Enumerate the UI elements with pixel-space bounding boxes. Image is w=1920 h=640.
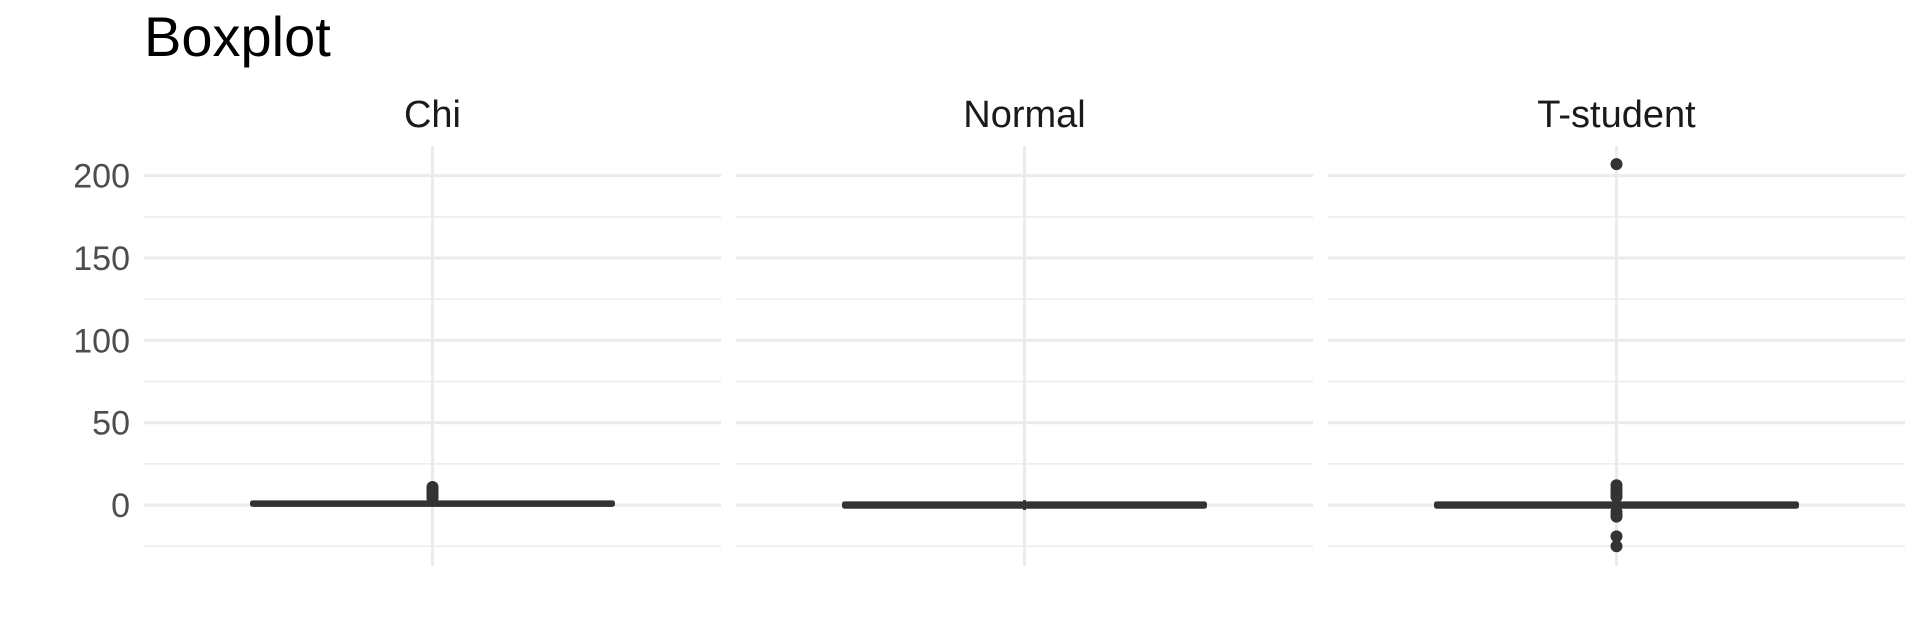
y-tick-label: 0 (111, 487, 130, 525)
chart-title: Boxplot (144, 5, 331, 68)
outlier-point (1610, 490, 1623, 503)
facet-label: Normal (963, 94, 1085, 136)
outlier-point (426, 480, 439, 493)
outlier-point (1610, 510, 1623, 523)
outlier-point (1610, 158, 1623, 171)
y-tick-label: 50 (92, 405, 130, 443)
y-tick-label: 150 (73, 240, 130, 278)
y-tick-label: 200 (73, 158, 130, 196)
y-tick-label: 100 (73, 322, 130, 360)
facet-label: T-student (1537, 94, 1696, 136)
outlier-point (1610, 540, 1623, 553)
outlier-point (1610, 530, 1623, 543)
facet-label: Chi (404, 94, 461, 136)
